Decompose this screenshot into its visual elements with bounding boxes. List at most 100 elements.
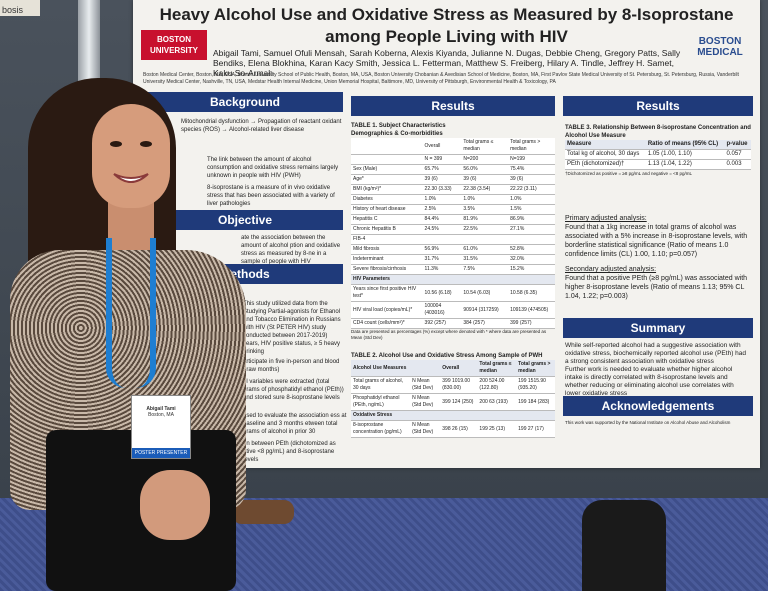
t1-hiv-header: HIV Parameters: [351, 274, 555, 285]
t2-cell: N Mean (Std Dev): [410, 393, 441, 411]
t3-row-cell: 0.003: [724, 159, 751, 170]
t2-row-3: 8-isoprostane concentration (pg/mL) N Mea…: [351, 420, 555, 438]
t1-hiv-row-cell: CD4 count (cells/mm³)*: [351, 318, 423, 329]
primary-analysis-heading: Primary adjusted analysis:: [565, 215, 647, 222]
t1-hiv-row: HIV viral load (copies/mL)* 100004 (40301…: [351, 301, 555, 319]
background-bullet-2: 8-isoprostane is a measure of in vivo ox…: [207, 185, 335, 207]
t1-row-cell: 22.22 (3.11): [508, 184, 555, 195]
t2-cell: 200 63 (193): [477, 393, 517, 411]
t1-row-cell: 56.9%: [422, 244, 462, 255]
table-1-note: Data are presented as percentages (%) ex…: [351, 329, 547, 340]
background-person-legs: [582, 500, 666, 591]
acknowledgements-text: This work was supported by the National …: [565, 420, 731, 425]
results-header-1: Results: [351, 96, 555, 116]
t2-cell: N Mean (Std Dev): [410, 420, 441, 438]
t2-cell: 199 184 (283): [516, 393, 555, 411]
t1-row: Diabetes 1.0% 1.0% 1.0%: [351, 194, 555, 205]
t1-row: Mild fibrosis 56.9% 61.0% 52.8%: [351, 244, 555, 255]
t1-row-cell: [508, 234, 555, 245]
t1-row-cell: 15.2%: [508, 264, 555, 275]
t1-row: Sex (Male) 65.7% 56.0% 75.4%: [351, 164, 555, 175]
t1-row-cell: Sex (Male): [351, 164, 423, 175]
smile-icon: [110, 141, 152, 183]
t1-row-cell: [461, 234, 509, 245]
badge-name: Abigail Tami: [146, 406, 176, 412]
t1-row-cell: 1.5%: [508, 204, 555, 215]
t2-cell: 200 524.00 (122.80): [477, 376, 517, 394]
t1-row-cell: [422, 234, 462, 245]
t1-hiv-row-cell: 399 (257): [508, 318, 555, 329]
t2-cell: 199 27 (17): [516, 420, 555, 438]
t1-row-cell: 52.8%: [508, 244, 555, 255]
badge-ribbon: POSTER PRESENTER: [132, 448, 190, 458]
t1-row: History of heart disease 2.5% 3.5% 1.5%: [351, 204, 555, 215]
table-1-subtitle: Demographics & Co-morbidities: [351, 131, 443, 137]
t1-row-cell: Indeterminant: [351, 254, 423, 265]
secondary-analysis-text: Found that a positive PEth (≥8 pg/mL) wa…: [565, 275, 748, 300]
neighbor-poster-text: bosis: [2, 5, 24, 15]
t1-row-cell: 84.4%: [422, 214, 462, 225]
t3-col-p: p-value: [724, 140, 751, 150]
t3-row-cell: PEth (dichotomized)†: [565, 159, 646, 170]
t2-cell: 399 124 (250): [440, 393, 478, 411]
t1-row-cell: 1.0%: [422, 194, 462, 205]
name-badge: Abigail Tami Boston, MA POSTER PRESENTER: [131, 395, 191, 459]
t1-row-cell: BMI (kg/m²)*: [351, 184, 423, 195]
t1-row-cell: 65.7%: [422, 164, 462, 175]
table-3-grid: Measure Ratio of means (95% CL) p-value To…: [565, 140, 751, 170]
background-flow: Mitochondrial dysfunction → Propagation …: [181, 119, 342, 133]
t1-row-cell: 22.30 (3.33): [422, 184, 462, 195]
presenter-hands: [140, 470, 210, 540]
t3-row: PEth (dichotomized)† 1.13 (1.04, 1.22) 0.0…: [565, 159, 751, 170]
t1-row: Chronic Hepatitis B 24.5% 22.5% 27.1%: [351, 224, 555, 235]
table-3: TABLE 3. Relationship Between 8-isoprost…: [565, 124, 751, 178]
t1-hiv-row-cell: 392 (257): [422, 318, 462, 329]
methods-line-4: ol variables were extracted (total grams…: [243, 379, 344, 401]
t1-row-cell: Chronic Hepatitis B: [351, 224, 423, 235]
t2-cell: 398 26 (15): [440, 420, 478, 438]
t1-row-cell: 39 (6): [508, 174, 555, 185]
t1-row-cell: 39 (6): [461, 174, 509, 185]
t2-cell: Phosphatidyl ethanol (PEth, ng/mL): [351, 393, 411, 411]
methods-line-2: years, HIV positive status, ≥ 5 heavy dr…: [243, 341, 341, 355]
t1-row: Age* 39 (6) 39 (6) 39 (6): [351, 174, 555, 185]
table-1-grid: Overall Total grams ≤ median Total grams >…: [351, 138, 555, 329]
summary-bullet-2: Further work is needed to evaluate wheth…: [565, 366, 734, 397]
t1-hiv-row-cell: Years since first positive HIV test*: [351, 284, 423, 302]
t1-col-le: Total grams ≤ median: [461, 138, 509, 155]
flow-step-1: Mitochondrial dysfunction: [181, 119, 249, 125]
t1-row-cell: 1.0%: [461, 194, 509, 205]
t1-hiv-row-cell: 384 (257): [461, 318, 509, 329]
methods-line-6: on between PEth (dichotomized as ative <…: [243, 441, 336, 463]
t1-row-cell: History of heart disease: [351, 204, 423, 215]
table-2: TABLE 2. Alcohol Use and Oxidative Stres…: [351, 352, 555, 438]
t1-col-overall: Overall: [422, 138, 462, 155]
t2-col-le: Total grams ≤ median: [477, 360, 517, 377]
t1-row-cell: 7.5%: [461, 264, 509, 275]
objective-header: Objective: [147, 210, 343, 230]
t2-cell: 199 25 (13): [477, 420, 517, 438]
t1-hiv-row-cell: 10.58 (6.35): [508, 284, 555, 302]
methods-line-5: used to evaluate the association ess at …: [243, 413, 347, 435]
background-header: Background: [147, 92, 343, 112]
t1-n-overall: N = 399: [422, 154, 462, 165]
t1-row-cell: 1.0%: [508, 194, 555, 205]
t1-row: Hepatitis C 84.4% 81.9% 86.9%: [351, 214, 555, 225]
background-bullet-1: The link between the amount of alcohol c…: [207, 157, 339, 179]
boston-medical-logo: BOSTON MEDICAL: [697, 36, 743, 58]
t1-row-cell: 86.9%: [508, 214, 555, 225]
t1-row-cell: 31.7%: [422, 254, 462, 265]
table-2-title: TABLE 2. Alcohol Use and Oxidative Stres…: [351, 353, 543, 359]
t1-row: Severe fibrosis/cirrhosis 11.3% 7.5% 15.2%: [351, 264, 555, 275]
t3-row-cell: 1.13 (1.04, 1.22): [645, 159, 725, 170]
t1-row-cell: 32.0%: [508, 254, 555, 265]
t1-row-cell: 27.1%: [508, 224, 555, 235]
table-3-note: †Dichotomized as positive = ≥8 pg/mL and…: [565, 171, 693, 176]
t1-hiv-row: Years since first positive HIV test* 10.5…: [351, 284, 555, 302]
t1-hiv-row-cell: 10.56 (6.18): [422, 284, 462, 302]
t1-hiv-row-cell: 100004 (403016): [422, 301, 462, 319]
t1-row-cell: 11.3%: [422, 264, 462, 275]
t3-row-cell: 1.05 (1.00, 1.10): [645, 149, 725, 160]
results-text: Primary adjusted analysis: Found that a …: [565, 214, 751, 301]
t1-row-cell: 3.5%: [461, 204, 509, 215]
